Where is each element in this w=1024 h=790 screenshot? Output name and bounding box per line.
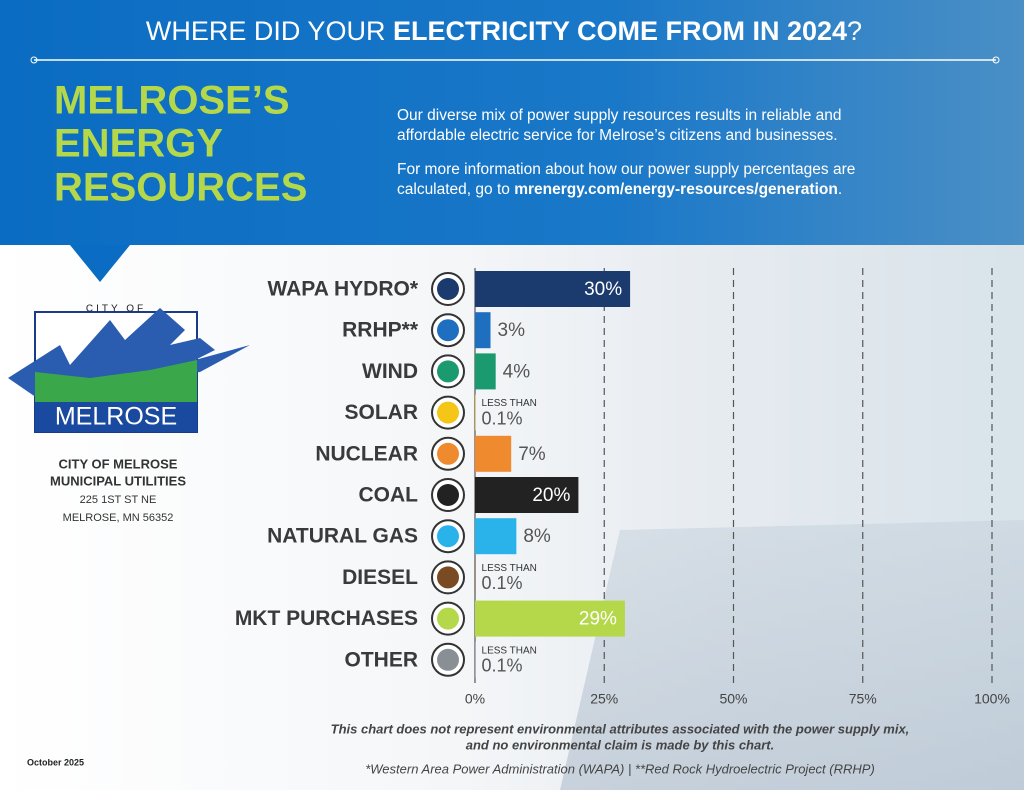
value-label: 7%: [518, 444, 546, 465]
address-line: MELROSE, MN 56352: [63, 512, 174, 524]
intro: Our diverse mix of power supply resource…: [397, 107, 855, 198]
value-label: 0.1%: [482, 656, 523, 676]
value-label: 30%: [584, 279, 622, 300]
address-line: CITY OF MELROSE: [59, 456, 178, 471]
value-label: 8%: [523, 526, 551, 547]
category-icon-inner: [437, 525, 459, 548]
rule-dot: [30, 56, 38, 64]
category-label: WIND: [362, 360, 418, 383]
x-tick-label: 100%: [974, 691, 1010, 707]
address: CITY OF MELROSE MUNICIPAL UTILITIES 225 …: [50, 456, 186, 523]
x-tick-label: 0%: [465, 691, 485, 707]
category-label: SOLAR: [345, 401, 419, 424]
info-line: For more information about how our power…: [397, 161, 855, 178]
category-label: NUCLEAR: [315, 442, 418, 465]
value-label: 0.1%: [482, 573, 523, 593]
x-tick-label: 25%: [590, 691, 618, 707]
category-icon-inner: [437, 401, 459, 424]
value-label: 0.1%: [482, 408, 523, 428]
category-label: RRHP**: [342, 319, 419, 342]
heading-line: MELROSE’S: [54, 79, 290, 123]
category-icon-inner: [437, 566, 459, 589]
x-tick-label: 50%: [719, 691, 747, 707]
bar: [475, 641, 476, 678]
date: October 2025: [27, 757, 84, 767]
bar: [475, 518, 517, 555]
address-line: MUNICIPAL UTILITIES: [50, 473, 186, 488]
bar: [475, 559, 476, 596]
note: and no environmental claim is made by th…: [466, 737, 774, 752]
category-icon-inner: [437, 607, 459, 630]
value-label: 29%: [579, 609, 617, 630]
heading-line: ENERGY: [54, 122, 223, 166]
x-tick-label: 75%: [849, 691, 877, 707]
heading-line: RESOURCES: [54, 166, 307, 210]
category-icon-inner: [437, 319, 459, 342]
category-label: WAPA HYDRO*: [267, 278, 418, 301]
note: This chart does not represent environmen…: [331, 721, 910, 736]
category-icon-inner: [437, 278, 459, 300]
intro-line: Our diverse mix of power supply resource…: [397, 107, 842, 124]
category-label: COAL: [359, 484, 419, 507]
panel-image: [560, 520, 1024, 790]
header-band: [0, 0, 1024, 245]
bar: [475, 477, 579, 513]
bar: [475, 394, 476, 431]
logo-band: [35, 402, 197, 432]
notes: This chart does not represent environmen…: [331, 721, 910, 776]
address-line: 225 1ST ST NE: [80, 494, 157, 506]
bar: [475, 353, 496, 390]
value-label-prefix: LESS THAN: [482, 645, 537, 656]
category-label: DIESEL: [342, 566, 418, 589]
category-icon-inner: [437, 648, 459, 671]
value-label-prefix: LESS THAN: [482, 563, 537, 574]
heading: MELROSE’S ENERGY RESOURCES: [54, 79, 307, 210]
category-icon-inner: [437, 484, 459, 506]
value-label: 3%: [498, 320, 526, 341]
value-label: 4%: [503, 361, 531, 382]
category-icon-inner: [437, 360, 459, 383]
value-label-prefix: LESS THAN: [482, 398, 537, 409]
logo-name: MELROSE: [55, 403, 177, 431]
header-title: WHERE DID YOUR ELECTRICITY COME FROM IN …: [146, 16, 862, 46]
logo-mark: [35, 360, 197, 402]
category-label: MKT PURCHASES: [235, 607, 418, 630]
bar: [475, 600, 625, 637]
bar: [475, 271, 631, 307]
note: *Western Area Power Administration (WAPA…: [365, 761, 875, 776]
category-icon-inner: [437, 442, 459, 465]
intro-line: affordable electric service for Melrose’…: [397, 127, 838, 144]
logo: CITY OF MELROSE: [8, 304, 250, 433]
bar: [475, 312, 491, 349]
logo-top: CITY OF: [86, 304, 146, 315]
value-label: 20%: [532, 485, 570, 506]
bar: [475, 435, 512, 472]
rule-dot: [992, 56, 1000, 64]
header-pointer: [70, 245, 130, 282]
category-label: OTHER: [345, 648, 419, 671]
category-label: NATURAL GAS: [267, 525, 418, 548]
info-line: calculated, go to mrenergy.com/energy-re…: [397, 181, 842, 198]
